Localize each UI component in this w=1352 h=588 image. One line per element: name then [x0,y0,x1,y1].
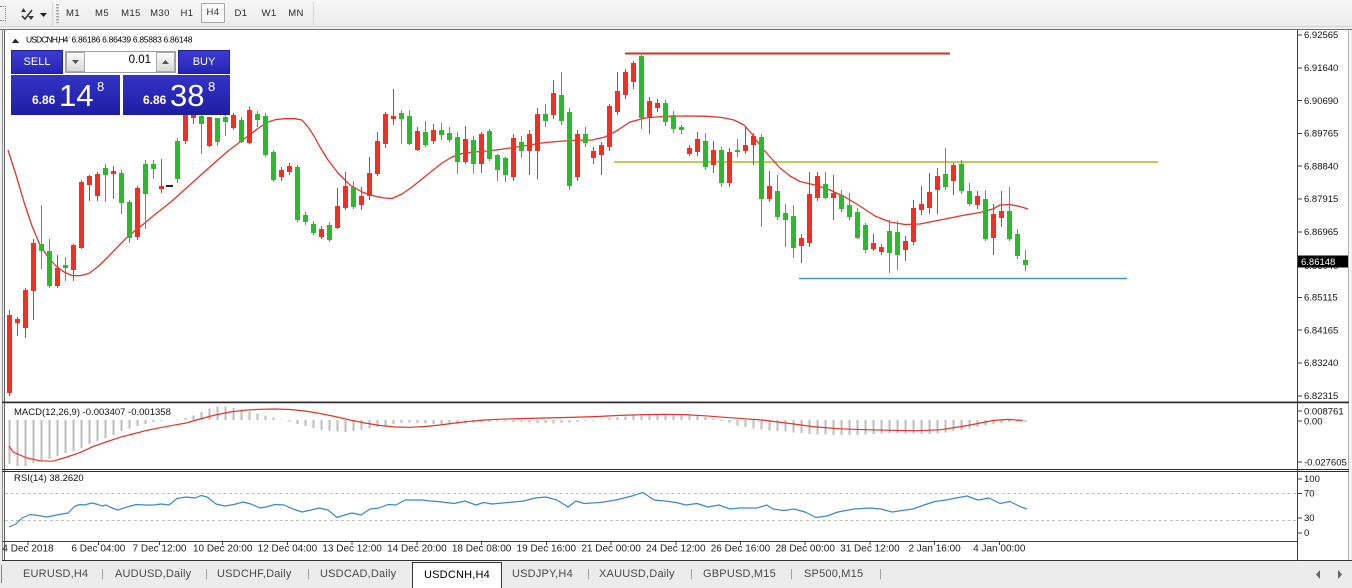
svg-text:6.85115: 6.85115 [1304,293,1338,304]
svg-text:6.86965: 6.86965 [1304,227,1338,238]
svg-text:18 Dec 08:00: 18 Dec 08:00 [452,544,512,555]
svg-text:6.90690: 6.90690 [1304,96,1338,107]
svg-text:6.84165: 6.84165 [1304,325,1338,336]
svg-text:6.86186 6.86439 6.85883 6.8614: 6.86186 6.86439 6.85883 6.86148 [72,35,193,45]
svg-text:2 Jan 16:00: 2 Jan 16:00 [908,544,961,555]
svg-text:-0.027605: -0.027605 [1304,458,1347,469]
svg-text:0: 0 [1304,528,1309,539]
svg-text:10 Dec 20:00: 10 Dec 20:00 [193,544,253,555]
svg-text:6.87915: 6.87915 [1304,194,1338,205]
svg-text:6 Dec 04:00: 6 Dec 04:00 [71,544,125,555]
svg-text:28 Dec 00:00: 28 Dec 00:00 [775,544,835,555]
svg-text:0.008761: 0.008761 [1304,407,1344,418]
svg-text:21 Dec 00:00: 21 Dec 00:00 [581,544,641,555]
svg-text:6.92565: 6.92565 [1304,30,1338,41]
svg-text:4 Jan 00:00: 4 Jan 00:00 [973,544,1026,555]
svg-text:USDCNH,H4: USDCNH,H4 [26,35,69,45]
svg-text:70: 70 [1304,489,1315,500]
svg-text:100: 100 [1304,474,1320,485]
svg-text:MACD(12,26,9) -0.003407 -0.001: MACD(12,26,9) -0.003407 -0.001358 [14,407,171,418]
svg-text:0.00: 0.00 [1304,417,1323,428]
svg-text:24 Dec 12:00: 24 Dec 12:00 [646,544,706,555]
svg-text:19 Dec 16:00: 19 Dec 16:00 [517,544,577,555]
svg-text:6.91640: 6.91640 [1304,63,1338,74]
svg-text:6.88840: 6.88840 [1304,161,1338,172]
svg-text:30: 30 [1304,513,1315,524]
svg-text:26 Dec 16:00: 26 Dec 16:00 [711,544,771,555]
svg-text:6.82315: 6.82315 [1304,391,1338,402]
svg-text:31 Dec 12:00: 31 Dec 12:00 [840,544,900,555]
svg-text:13 Dec 12:00: 13 Dec 12:00 [322,544,382,555]
svg-text:4 Dec 2018: 4 Dec 2018 [2,544,54,555]
svg-text:6.89765: 6.89765 [1304,129,1338,140]
svg-text:6.86148: 6.86148 [1301,257,1335,268]
svg-text:12 Dec 04:00: 12 Dec 04:00 [258,544,318,555]
svg-text:14 Dec 20:00: 14 Dec 20:00 [387,544,447,555]
svg-text:7 Dec 12:00: 7 Dec 12:00 [133,544,187,555]
svg-text:RSI(14) 38.2620: RSI(14) 38.2620 [14,473,84,484]
svg-text:6.83240: 6.83240 [1304,358,1338,369]
